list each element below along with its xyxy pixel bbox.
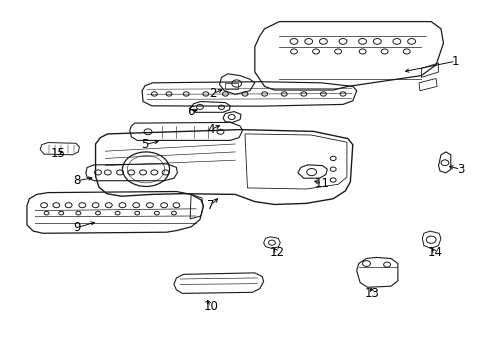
Text: 10: 10 [203, 300, 218, 313]
Text: 6: 6 [187, 105, 195, 118]
Text: 13: 13 [365, 287, 380, 300]
Text: 12: 12 [270, 246, 284, 258]
Text: 14: 14 [428, 246, 442, 259]
Text: 15: 15 [50, 147, 65, 159]
Text: 8: 8 [74, 174, 81, 187]
Text: 7: 7 [207, 199, 215, 212]
Text: 5: 5 [141, 138, 148, 151]
Text: 1: 1 [452, 55, 460, 68]
Bar [225, 83, 238, 89]
Text: 4: 4 [207, 123, 215, 136]
Text: 3: 3 [457, 163, 465, 176]
Text: 9: 9 [74, 221, 81, 234]
Text: 2: 2 [209, 87, 217, 100]
Text: 11: 11 [315, 177, 330, 190]
